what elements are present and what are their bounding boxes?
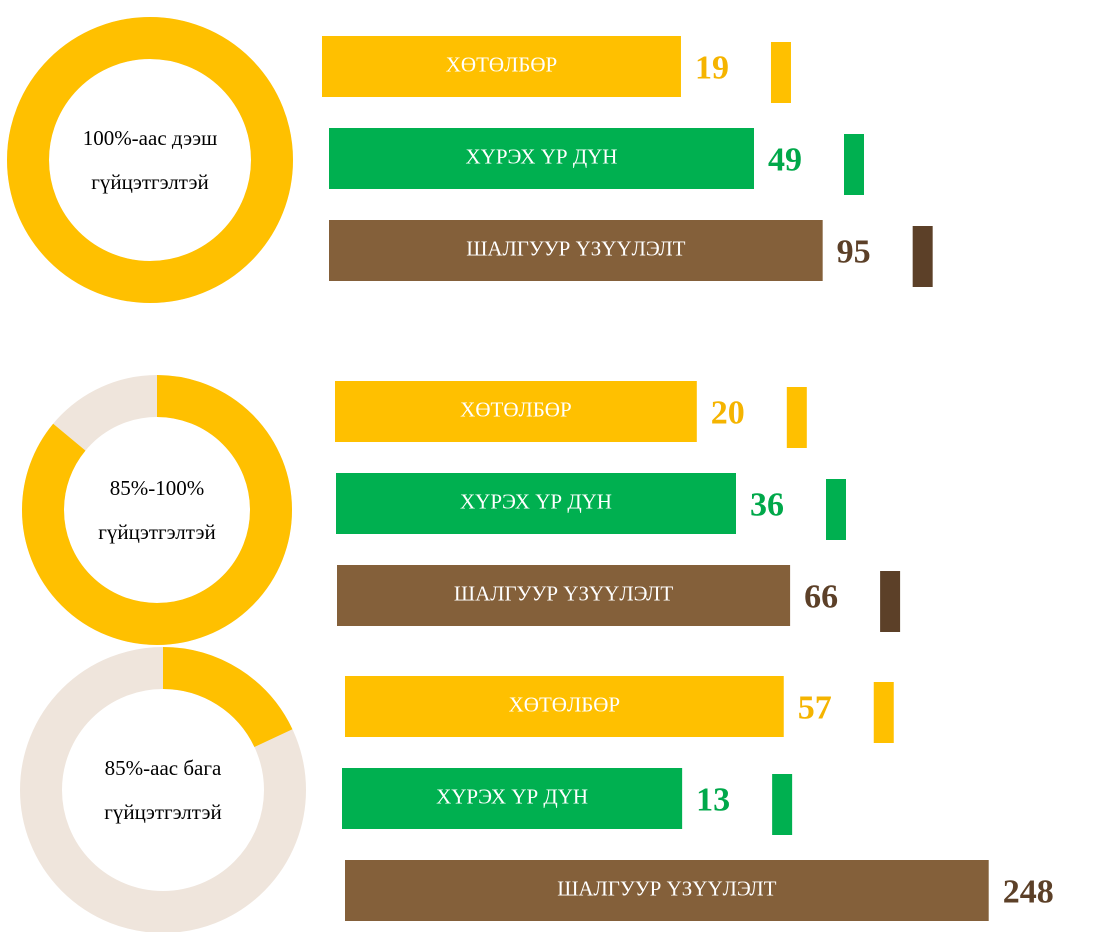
marker [772, 774, 793, 835]
bar-label: ШАЛГУУР ҮЗҮҮЛЭЛТ [454, 581, 673, 605]
bar-value: 20 [711, 394, 745, 431]
bar-value: 248 [1003, 873, 1054, 910]
bar [322, 36, 681, 97]
marker [826, 479, 846, 540]
donut-label: гүйцэтгэлтэй [91, 170, 208, 194]
bar-value: 66 [804, 578, 838, 615]
bar [345, 860, 989, 921]
marker [912, 226, 933, 287]
bar-label: ХӨТӨЛБӨР [509, 692, 620, 716]
donut-arc [7, 17, 293, 303]
bar-label: ХҮРЭХ ҮР ДҮН [466, 144, 618, 168]
bar-value: 19 [695, 49, 729, 86]
bar-value: 57 [798, 689, 832, 726]
bar-value: 95 [837, 233, 871, 270]
marker [770, 42, 791, 103]
bar-label: ХҮРЭХ ҮР ДҮН [460, 489, 612, 513]
donut-label: 100%-аас дээш [83, 126, 218, 150]
bar-value: 36 [750, 486, 784, 523]
bar [342, 768, 683, 829]
bar [335, 381, 697, 442]
donut-label: 85%-100% [110, 476, 204, 500]
donut-label: гүйцэтгэлтэй [104, 800, 221, 824]
bar [329, 128, 754, 189]
bar-label: ХӨТӨЛБӨР [446, 52, 557, 76]
bar [345, 676, 784, 737]
marker [880, 571, 901, 632]
donut-label: гүйцэтгэлтэй [98, 520, 215, 544]
donut-label: 85%-аас бага [105, 756, 222, 780]
bar-value: 13 [696, 781, 730, 818]
bar [337, 565, 791, 626]
donut-arc [20, 647, 306, 932]
marker [873, 682, 894, 743]
donut-arc [22, 375, 292, 645]
bar-value: 49 [768, 141, 802, 178]
bar-label: ШАЛГУУР ҮЗҮҮЛЭЛТ [557, 876, 776, 900]
bar-label: ШАЛГУУР ҮЗҮҮЛЭЛТ [466, 236, 685, 260]
bar [329, 220, 823, 281]
marker [844, 134, 864, 195]
bar [336, 473, 736, 534]
bar-label: ХӨТӨЛБӨР [460, 397, 571, 421]
bar-label: ХҮРЭХ ҮР ДҮН [436, 784, 588, 808]
marker [786, 387, 807, 448]
